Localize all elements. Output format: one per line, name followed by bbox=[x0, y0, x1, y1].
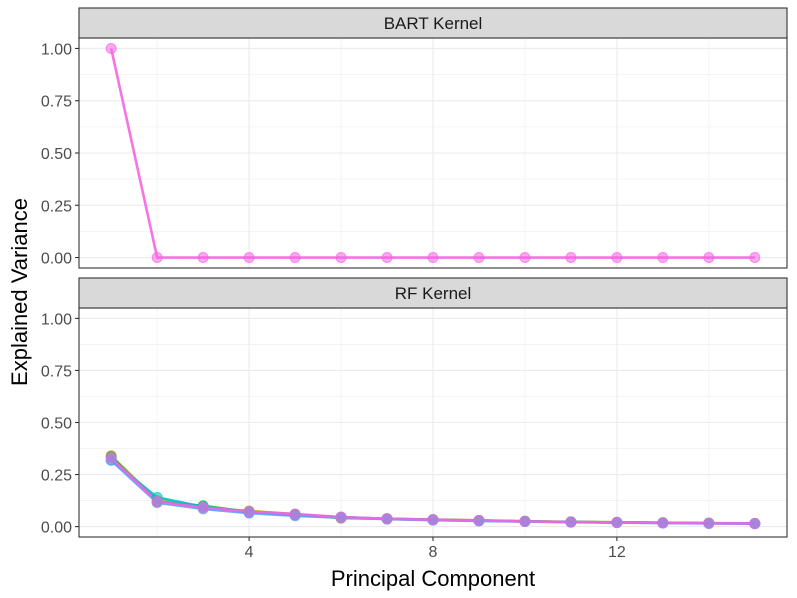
x-tick-label: 8 bbox=[429, 544, 438, 561]
data-point bbox=[703, 517, 715, 529]
facet-panel: RF Kernel 0.00 0.25 0.50 0.75 1.00 bbox=[41, 277, 788, 538]
data-point bbox=[519, 515, 531, 527]
data-point bbox=[657, 252, 669, 264]
data-point bbox=[427, 252, 439, 264]
data-point bbox=[519, 252, 531, 264]
facet-strip-label: RF Kernel bbox=[395, 284, 472, 303]
data-point bbox=[473, 515, 485, 527]
data-point bbox=[243, 252, 255, 264]
data-point bbox=[151, 252, 163, 264]
data-point bbox=[289, 508, 301, 520]
x-tick-label: 4 bbox=[245, 544, 254, 561]
y-tick-label: 0.25 bbox=[41, 468, 72, 485]
data-point bbox=[749, 252, 761, 264]
data-point bbox=[611, 516, 623, 528]
y-tick-label: 0.25 bbox=[41, 198, 72, 215]
facet-strip-label: BART Kernel bbox=[384, 14, 483, 33]
data-point bbox=[565, 516, 577, 528]
data-point bbox=[381, 252, 393, 264]
data-point bbox=[197, 501, 209, 513]
x-axis: 4 8 12 bbox=[245, 537, 626, 561]
y-tick-label: 0.00 bbox=[41, 520, 72, 537]
data-point bbox=[473, 252, 485, 264]
data-point bbox=[197, 252, 209, 264]
data-point bbox=[381, 513, 393, 525]
data-point bbox=[749, 517, 761, 529]
data-point bbox=[105, 42, 117, 54]
data-point bbox=[105, 452, 117, 464]
y-tick-label: 1.00 bbox=[41, 311, 72, 328]
y-tick-label: 1.00 bbox=[41, 41, 72, 58]
data-point bbox=[151, 496, 163, 508]
x-axis-title: Principal Component bbox=[331, 566, 535, 591]
x-tick-label: 12 bbox=[608, 544, 626, 561]
facet-strip bbox=[78, 7, 788, 39]
data-point bbox=[335, 252, 347, 264]
y-tick-label: 0.50 bbox=[41, 146, 72, 163]
facet-strip bbox=[78, 277, 788, 309]
data-point bbox=[611, 252, 623, 264]
data-point bbox=[703, 252, 715, 264]
data-point bbox=[289, 252, 301, 264]
data-point bbox=[335, 511, 347, 523]
y-axis-title: Explained Variance bbox=[7, 198, 32, 386]
y-tick-label: 0.00 bbox=[41, 251, 72, 268]
data-point bbox=[565, 252, 577, 264]
data-point bbox=[427, 514, 439, 526]
data-point bbox=[657, 517, 669, 529]
y-tick-label: 0.50 bbox=[41, 416, 72, 433]
y-tick-label: 0.75 bbox=[41, 94, 72, 111]
y-tick-label: 0.75 bbox=[41, 363, 72, 380]
facet-panel: BART Kernel 0.00 0.25 0.50 0.75 1.00 bbox=[41, 7, 788, 269]
data-point bbox=[243, 506, 255, 518]
